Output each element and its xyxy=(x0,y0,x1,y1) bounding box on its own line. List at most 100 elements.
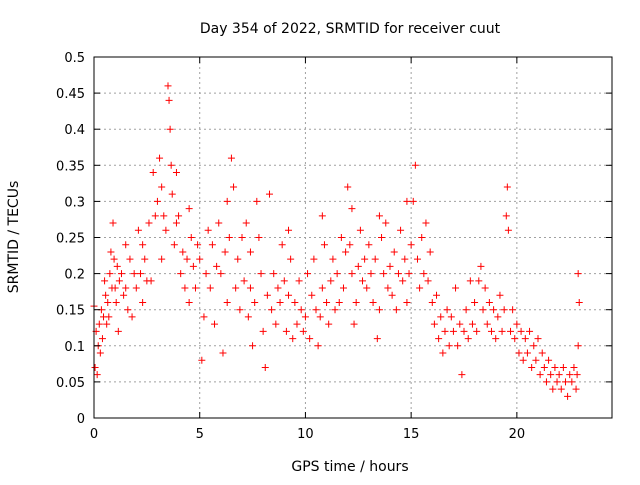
data-point xyxy=(251,298,259,306)
data-point xyxy=(287,255,295,263)
data-point xyxy=(149,169,157,177)
data-point xyxy=(238,234,246,241)
data-point xyxy=(280,277,288,285)
data-point xyxy=(183,255,191,263)
data-point xyxy=(103,320,111,328)
data-point xyxy=(471,298,479,306)
data-point xyxy=(466,277,474,285)
data-point xyxy=(426,248,434,256)
data-point xyxy=(166,125,174,133)
data-point xyxy=(521,335,529,343)
y-tick-label: 0.25 xyxy=(56,232,85,247)
data-point xyxy=(363,284,371,292)
data-point xyxy=(276,298,284,306)
data-point xyxy=(274,284,282,292)
data-point xyxy=(124,306,132,314)
data-point xyxy=(179,248,187,256)
data-point xyxy=(361,255,369,263)
chart-title: Day 354 of 2022, SRMTID for receiver cuu… xyxy=(200,21,501,37)
data-point xyxy=(175,212,183,220)
data-point xyxy=(511,335,519,343)
data-point xyxy=(494,313,502,321)
data-point xyxy=(356,226,364,234)
y-tick-label: 0.05 xyxy=(56,376,85,391)
data-point xyxy=(177,270,185,278)
data-point xyxy=(452,284,460,292)
data-point xyxy=(293,320,301,328)
data-point xyxy=(485,298,493,306)
data-point xyxy=(456,320,464,328)
data-point xyxy=(191,284,199,292)
data-point xyxy=(570,363,578,371)
data-point xyxy=(257,270,265,278)
data-point xyxy=(181,284,189,292)
y-axis-label: SRMTID / TECUs xyxy=(6,181,22,294)
y-tick-label: 0 xyxy=(77,412,85,427)
data-point xyxy=(574,270,582,278)
data-point xyxy=(443,306,451,314)
data-point xyxy=(105,313,113,321)
data-point xyxy=(564,392,572,400)
data-point xyxy=(380,270,388,278)
data-point xyxy=(573,371,581,379)
data-point xyxy=(215,219,223,227)
data-point xyxy=(566,371,574,379)
data-point xyxy=(325,320,333,328)
data-point xyxy=(139,241,147,249)
data-point xyxy=(232,284,240,292)
data-point xyxy=(295,277,303,285)
data-point xyxy=(468,320,476,328)
data-point xyxy=(559,363,567,371)
data-point xyxy=(102,291,110,299)
data-point xyxy=(301,313,309,321)
data-point xyxy=(392,306,400,314)
data-point xyxy=(196,255,204,263)
data-point xyxy=(204,226,212,234)
data-point xyxy=(164,82,172,90)
data-point xyxy=(219,349,227,357)
data-point xyxy=(249,342,257,350)
data-point xyxy=(352,298,360,306)
data-point xyxy=(96,349,104,357)
y-tick-label: 0.4 xyxy=(64,123,85,138)
data-point xyxy=(111,284,119,292)
data-point xyxy=(373,335,381,343)
data-point xyxy=(517,327,525,335)
data-point xyxy=(532,356,540,364)
data-point xyxy=(246,248,254,256)
y-tick-label: 0.35 xyxy=(56,159,85,174)
data-point xyxy=(126,255,134,263)
data-point xyxy=(230,183,238,191)
data-point xyxy=(526,327,534,335)
data-point xyxy=(503,183,511,191)
data-point xyxy=(299,327,307,335)
data-point xyxy=(515,349,523,357)
data-point xyxy=(477,262,485,270)
data-point xyxy=(106,270,114,278)
data-point xyxy=(575,298,583,306)
data-point xyxy=(439,349,447,357)
data-point xyxy=(104,298,112,306)
data-point xyxy=(93,371,101,379)
data-point xyxy=(540,363,548,371)
data-point xyxy=(151,212,159,220)
data-point xyxy=(223,298,231,306)
y-tick-label: 0.15 xyxy=(56,304,85,319)
data-point xyxy=(329,255,337,263)
data-point xyxy=(91,363,99,371)
data-point xyxy=(437,313,445,321)
data-point xyxy=(137,270,145,278)
data-point xyxy=(487,327,495,335)
data-point xyxy=(378,234,386,241)
data-point xyxy=(523,349,531,357)
data-point xyxy=(272,320,280,328)
data-point xyxy=(449,327,457,335)
data-point xyxy=(483,320,491,328)
data-point xyxy=(530,342,538,350)
data-point xyxy=(312,306,320,314)
data-point xyxy=(365,241,373,249)
data-point xyxy=(498,327,506,335)
data-point xyxy=(240,277,248,285)
data-point xyxy=(158,255,166,263)
